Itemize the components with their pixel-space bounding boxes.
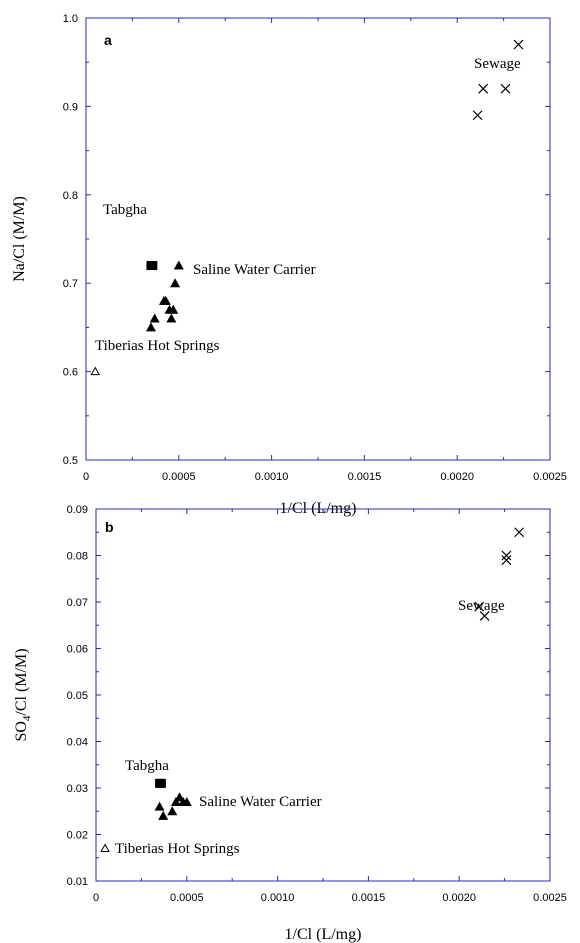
y-axis-title-main: SO [13,721,30,741]
tick-marks [85,17,551,461]
y-tick-label: 0.05 [67,690,88,702]
y-tick-label: 0.5 [63,455,78,467]
data-point-saline-water-carrier [154,801,165,811]
data-point-saline-water-carrier [149,313,160,323]
x-tick-label: 0.0015 [352,892,386,904]
data-point-tabgha [148,261,158,271]
x-tick-label: 0.0025 [533,892,567,904]
data-point-saline-water-carrier [158,810,169,820]
y-tick-label: 0.7 [63,278,78,290]
data-point-sewage [500,83,511,94]
label-tiberias-hot-springs: Tiberias Hot Springs [95,338,220,354]
x-tick-label: 0.0005 [170,892,204,904]
label-sewage: Sewage [474,56,521,72]
plot-frame [85,17,551,461]
data-point-sewage [501,555,512,566]
y-axis-title-subscript: 4 [21,715,33,721]
x-tick-label: 0.0025 [533,471,567,483]
x-tick-label: 0 [93,892,99,904]
data-point-sewage [479,611,490,621]
y-tick-label: 0.08 [67,551,88,563]
label-saline-water-carrier: Saline Water Carrier [199,794,322,810]
panel-label: b [105,519,114,535]
data-point-saline-water-carrier [166,313,177,323]
y-tick-labels: 0.5 0.6 0.7 0.8 0.9 1.0 [63,13,78,467]
data-point-saline-water-carrier [160,295,171,305]
y-tick-label: 0.9 [63,101,78,113]
x-tick-label: 0.0005 [162,471,196,483]
y-tick-label: 0.6 [63,367,78,379]
data-point-sewage [474,601,485,612]
chart-panel-a: 0 0.0005 0.0010 0.0015 0.0020 0.0025 0.50.60.… [11,13,567,517]
panel-label: a [104,32,112,48]
y-tick-label: 0.07 [67,597,88,609]
y-tick-label: 0.03 [67,783,88,795]
data-point-saline-water-carrier [167,806,178,816]
label-tiberias-hot-springs: Tiberias Hot Springs [115,841,240,857]
data-point-saline-water-carrier [181,796,192,806]
data-markers [90,39,524,376]
label-sewage: Sewage [458,598,505,614]
y-tick-label: 0.09 [67,504,88,516]
y-tick-label: 0.02 [67,830,88,842]
y-axis-title-rest: /Cl (M/M) [13,648,30,715]
data-point-sewage [478,83,489,94]
y-tick-label: 0.01 [67,876,88,888]
data-point-saline-water-carrier [173,260,184,270]
y-tick-label: 0.06 [67,644,88,656]
chart-panel-b: 0 0.0005 0.0010 0.0015 0.0020 0.0025 0.01 0.02… [13,504,567,943]
data-point-saline-water-carrier [168,304,179,314]
y-tick-label: 0.04 [67,737,88,749]
data-point-sewage [514,527,525,538]
data-point-sewage [472,110,483,121]
y-axis-title: Na/Cl (M/M) [11,196,28,282]
data-point-sewage [501,550,512,561]
label-tabgha: Tabgha [103,202,147,218]
plot-frame [95,508,551,882]
label-tabgha: Tabgha [125,758,169,774]
y-tick-label: 0.8 [63,190,78,202]
data-point-saline-water-carrier [170,796,181,806]
data-point-tiberias-hot-springs [100,843,110,852]
data-point-saline-water-carrier [145,322,156,332]
x-tick-label: 0.0020 [442,892,476,904]
data-point-tabgha [156,778,166,788]
y-tick-labels: 0.01 0.02 0.03 0.04 0.05 0.06 0.07 0.08 0.09 [67,504,88,888]
x-axis-title: 1/Cl (L/mg) [285,926,362,943]
x-tick-labels: 0 0.0005 0.0010 0.0015 0.0020 0.0025 [83,471,567,483]
x-tick-label: 0.0015 [348,471,382,483]
data-point-saline-water-carrier [170,278,181,288]
y-tick-label: 1.0 [63,13,78,25]
label-saline-water-carrier: Saline Water Carrier [193,262,316,278]
data-point-sewage [513,39,524,50]
x-tick-label: 0.0010 [261,892,295,904]
x-tick-label: 0.0020 [440,471,474,483]
data-point-tiberias-hot-springs [90,366,101,376]
x-tick-label: 0 [83,471,89,483]
data-markers [100,527,525,852]
tick-marks [95,508,551,882]
y-axis-title: SO4/Cl (M/M) [13,648,33,741]
x-tick-labels: 0 0.0005 0.0010 0.0015 0.0020 0.0025 [93,892,567,904]
x-tick-label: 0.0010 [255,471,289,483]
